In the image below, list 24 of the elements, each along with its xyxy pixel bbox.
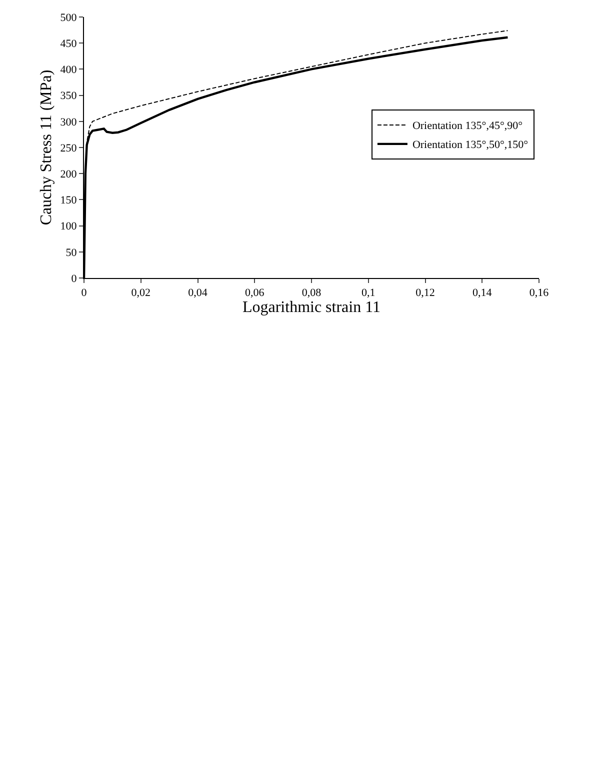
y-axis-title: Cauchy Stress 11 (MPa) — [38, 70, 56, 226]
y-tick-label: 150 — [60, 194, 78, 207]
y-tick-label: 50 — [66, 246, 78, 259]
x-tick-label: 0 — [81, 287, 88, 300]
x-tick-label: 0,1 — [362, 287, 376, 300]
x-axis-title: Logarithmic strain 11 — [242, 299, 381, 316]
y-tick-label: 400 — [60, 64, 78, 76]
x-tick-label: 0,04 — [188, 287, 208, 300]
x-tick-label: 0,14 — [472, 287, 492, 300]
x-tick-label: 0,02 — [131, 287, 151, 300]
x-tick-label: 0,08 — [302, 287, 322, 300]
x-tick-label: 0,16 — [529, 287, 550, 300]
y-tick-label: 0 — [71, 272, 78, 285]
legend-label: Orientation 135°,50°,150° — [412, 139, 528, 152]
y-tick-label: 350 — [60, 90, 78, 102]
y-tick-label: 300 — [60, 116, 78, 128]
y-tick-label: 500 — [60, 12, 78, 24]
y-tick-label: 100 — [60, 220, 78, 233]
x-tick-label: 0,12 — [416, 287, 435, 300]
legend-label: Orientation 135°,45°,90° — [412, 120, 522, 132]
x-tick-label: 0,06 — [245, 287, 265, 300]
y-tick-label: 200 — [60, 168, 78, 180]
y-tick-label: 450 — [60, 38, 78, 50]
y-tick-label: 250 — [60, 142, 78, 154]
